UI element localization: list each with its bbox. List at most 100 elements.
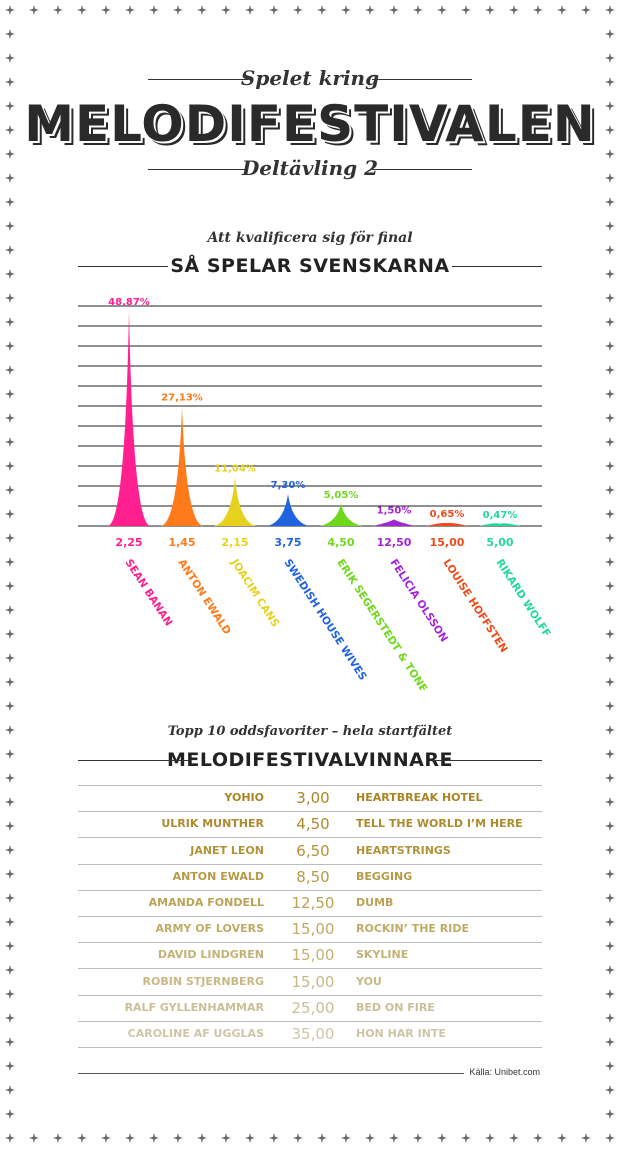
border-star-icon: [149, 5, 159, 15]
border-star-icon: [5, 461, 15, 471]
border-star-icon: [269, 5, 279, 15]
artist-cell: YOHIO: [224, 791, 264, 805]
border-star-icon: [605, 5, 615, 15]
artist-cell: JANET LEON: [190, 843, 264, 857]
border-star-icon: [5, 773, 15, 783]
border-star-icon: [605, 389, 615, 399]
border-star-icon: [5, 437, 15, 447]
qualification-chart: 48,87% 2,25 SEAN BANAN 27,13% 1,45 ANTON EWAL…: [78, 297, 553, 690]
table-row-divider: [78, 811, 542, 813]
border-star-icon: [197, 5, 207, 15]
artist-cell: DAVID LINDGREN: [157, 948, 264, 962]
border-star-icon: [605, 365, 615, 375]
border-star-icon: [5, 509, 15, 519]
bar-0: [108, 310, 150, 526]
border-star-icon: [5, 677, 15, 687]
border-star-icon: [605, 53, 615, 63]
source-label: Källa: Unibet.com: [469, 1067, 540, 1077]
header-subtitle-rule-right: [372, 169, 472, 170]
border-star-icon: [5, 533, 15, 543]
border-star-icon: [5, 293, 15, 303]
odds-label-5: 12,50: [377, 536, 412, 549]
table-row-divider: [78, 837, 542, 839]
border-star-icon: [5, 1109, 15, 1119]
data-label-6: 0,65%: [430, 509, 465, 520]
border-star-icon: [293, 5, 303, 15]
header-kicker-rule-left: [148, 79, 248, 80]
border-star-icon: [605, 773, 615, 783]
border-star-icon: [5, 869, 15, 879]
border-star-icon: [5, 269, 15, 279]
border-star-icon: [5, 893, 15, 903]
border-star-icon: [605, 269, 615, 279]
border-star-icon: [605, 317, 615, 327]
border-star-icon: [5, 29, 15, 39]
odds-cell: 6,50: [296, 841, 330, 860]
odds-cell: 12,50: [291, 893, 335, 912]
border-star-icon: [173, 1133, 183, 1143]
border-star-icon: [581, 1133, 591, 1143]
odds-cell: 8,50: [296, 867, 330, 886]
border-star-icon: [605, 77, 615, 87]
border-star-icon: [437, 5, 447, 15]
border-star-icon: [533, 1133, 543, 1143]
border-star-icon: [5, 221, 15, 231]
border-star-icon: [5, 1085, 15, 1095]
border-star-icon: [605, 725, 615, 735]
table-title: MELODIFESTIVALVINNARE: [167, 749, 453, 771]
border-star-icon: [5, 365, 15, 375]
border-star-icon: [605, 1085, 615, 1095]
border-star-icon: [605, 869, 615, 879]
border-star-icon: [5, 1013, 15, 1023]
border-star-icon: [605, 245, 615, 255]
header-subtitle: Deltävling 2: [241, 156, 379, 180]
border-star-icon: [5, 701, 15, 711]
border-star-icon: [605, 677, 615, 687]
border-star-icon: [5, 725, 15, 735]
border-star-icon: [605, 101, 615, 111]
border-star-icon: [605, 413, 615, 423]
border-star-icon: [461, 5, 471, 15]
border-star-icon: [509, 1133, 519, 1143]
bar-5: [373, 519, 415, 526]
border-star-icon: [5, 125, 15, 135]
border-star-icon: [605, 29, 615, 39]
border-star-icon: [5, 485, 15, 495]
border-star-icon: [509, 5, 519, 15]
border-star-icon: [557, 5, 567, 15]
border-star-icon: [5, 653, 15, 663]
category-label-5: FELICIA OLSSON: [387, 557, 450, 644]
table-kicker: Topp 10 oddsfavoriter – hela startfältet: [167, 724, 453, 739]
border-star-icon: [5, 317, 15, 327]
border-star-icon: [605, 1133, 615, 1143]
border-star-icon: [5, 77, 15, 87]
border-star-icon: [605, 821, 615, 831]
table-row-divider: [78, 1020, 542, 1022]
bar-4: [320, 503, 362, 526]
border-star-icon: [605, 1061, 615, 1071]
border-star-icon: [5, 173, 15, 183]
song-cell: BED ON FIRE: [356, 1000, 435, 1014]
border-star-icon: [101, 1133, 111, 1143]
border-star-icon: [317, 5, 327, 15]
border-star-icon: [221, 5, 231, 15]
border-star-icon: [581, 5, 591, 15]
artist-cell: CAROLINE AF UGGLAS: [127, 1026, 264, 1040]
song-cell: HEARTBREAK HOTEL: [356, 791, 483, 805]
song-cell: DUMB: [356, 895, 394, 909]
data-label-2: 11,04%: [214, 463, 256, 474]
border-star-icon: [365, 1133, 375, 1143]
border-star-icon: [605, 437, 615, 447]
border-star-icon: [605, 629, 615, 639]
border-star-icon: [5, 101, 15, 111]
border-star-icon: [461, 1133, 471, 1143]
data-label-0: 48,87%: [108, 297, 150, 308]
table-title-rule-right: [432, 760, 542, 761]
border-star-icon: [5, 821, 15, 831]
main-title: MELODIFESTIVALEN: [24, 95, 596, 153]
odds-cell: 15,00: [291, 972, 335, 991]
table-row-divider: [78, 968, 542, 970]
border-star-icon: [605, 941, 615, 951]
border-star-icon: [605, 605, 615, 615]
song-cell: ROCKIN’ THE RIDE: [356, 922, 469, 936]
